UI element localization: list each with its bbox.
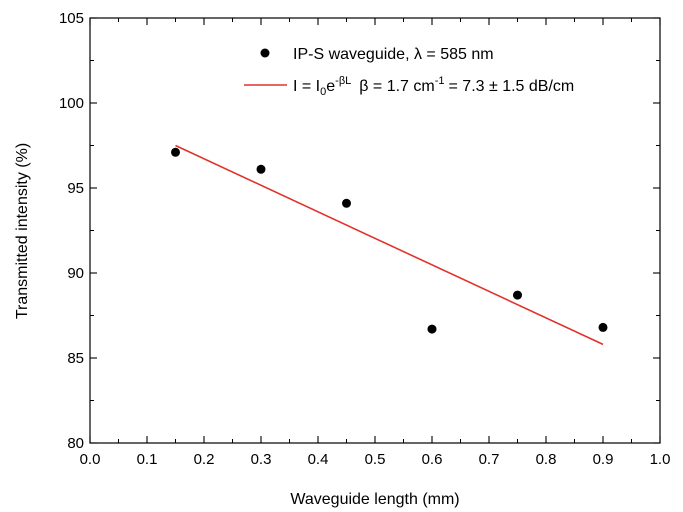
- data-point: [513, 290, 522, 300]
- y-axis-ticks: 80 85 90 95 100 105: [59, 10, 660, 452]
- legend-beta-eq: β = 1.7 cm: [359, 78, 434, 95]
- y-axis-label: Transmitted intensity (%): [14, 143, 31, 319]
- x-tick-label: 0.0: [80, 451, 101, 468]
- legend-e-sup: -βL: [335, 75, 351, 87]
- legend: IP-S waveguide, λ = 585 nm I = I0e-βL β =…: [244, 46, 574, 98]
- legend-marker-points: [260, 48, 270, 58]
- x-tick-label: 0.5: [365, 451, 386, 468]
- legend-i-sub: 0: [320, 86, 326, 98]
- x-tick-label: 0.2: [194, 451, 215, 468]
- data-points-series: [171, 147, 608, 334]
- x-tick-label: 0.3: [251, 451, 272, 468]
- x-tick-label: 0.8: [536, 451, 557, 468]
- x-tick-label: 1.0: [650, 451, 671, 468]
- y-tick-label: 80: [67, 435, 84, 452]
- y-tick-label: 105: [59, 10, 84, 27]
- y-tick-label: 95: [67, 180, 84, 197]
- x-tick-label: 0.1: [137, 451, 158, 468]
- y-tick-label: 90: [67, 265, 84, 282]
- legend-rest: = 7.3 ± 1.5 dB/cm: [449, 78, 575, 95]
- x-tick-label: 0.4: [308, 451, 329, 468]
- data-point: [342, 198, 351, 208]
- data-point: [256, 164, 266, 174]
- legend-e: e: [326, 78, 335, 95]
- data-point: [171, 147, 180, 157]
- y-tick-label: 85: [67, 350, 84, 367]
- x-axis-label: Waveguide length (mm): [290, 491, 459, 508]
- y-tick-label: 100: [59, 95, 84, 112]
- data-point: [598, 322, 608, 332]
- legend-i-eq: I = I: [293, 78, 320, 95]
- legend-label-points: IP-S waveguide, λ = 585 nm: [293, 46, 494, 63]
- legend-label-fit: I = I0e-βL β = 1.7 cm-1 = 7.3 ± 1.5 dB/cm: [293, 75, 574, 98]
- x-tick-label: 0.6: [422, 451, 443, 468]
- data-point: [427, 324, 437, 334]
- x-tick-label: 0.7: [479, 451, 500, 468]
- fit-line: [175, 144, 604, 346]
- fit-line-series: [175, 144, 604, 346]
- legend-cm-sup: -1: [435, 75, 445, 87]
- x-tick-label: 0.9: [593, 451, 614, 468]
- x-axis-ticks: 0.0 0.1 0.2 0.3 0.4 0.5 0.6 0.7 0.8 0.9 1.0: [80, 18, 671, 468]
